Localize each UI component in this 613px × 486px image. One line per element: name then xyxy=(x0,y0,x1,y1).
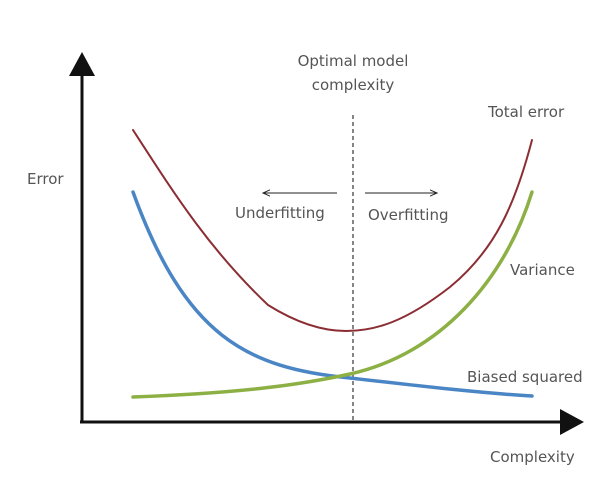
variance-label: Variance xyxy=(510,261,575,279)
total-error-label: Total error xyxy=(487,103,565,121)
total-error-curve xyxy=(132,129,533,333)
x-axis-label: Complexity xyxy=(490,448,575,466)
optimal-label-line1: Optimal model xyxy=(298,52,409,70)
overfitting-label: Overfitting xyxy=(368,206,449,224)
bias-squared-curve xyxy=(131,190,534,398)
y-axis-arrowhead xyxy=(69,52,95,76)
bias-squared-label: Biased squared xyxy=(467,368,583,386)
x-axis-arrowhead xyxy=(560,409,584,435)
variance-curve xyxy=(131,190,534,399)
y-axis-label: Error xyxy=(27,170,64,188)
underfitting-label: Underfitting xyxy=(235,204,325,222)
optimal-label-line2: complexity xyxy=(312,76,395,94)
